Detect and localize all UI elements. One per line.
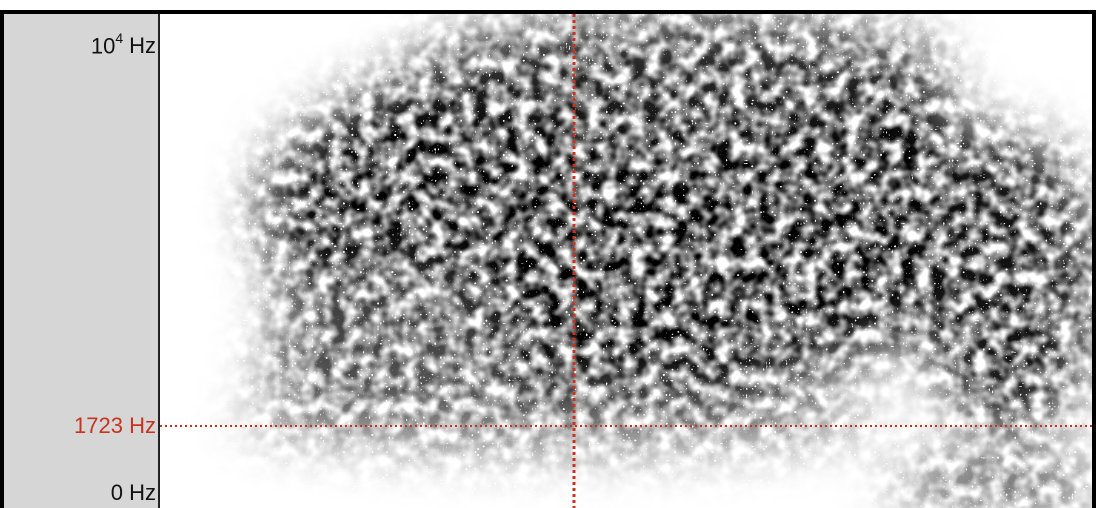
- cursor-frequency-label: 1723 Hz: [74, 413, 156, 438]
- label-unit: Hz: [129, 33, 156, 59]
- label-base: 10: [90, 33, 116, 59]
- spectrogram: [160, 14, 1092, 508]
- left-border: [0, 10, 4, 508]
- bottom-frequency-label: 0 Hz: [110, 480, 156, 505]
- top-frequency-label: 104 Hz: [91, 28, 156, 58]
- axis-panel: [4, 14, 160, 508]
- right-border: [1092, 10, 1096, 508]
- spectrogram-energy: [160, 14, 1092, 508]
- label-exponent: 4: [115, 30, 124, 46]
- top-border: [0, 10, 1096, 15]
